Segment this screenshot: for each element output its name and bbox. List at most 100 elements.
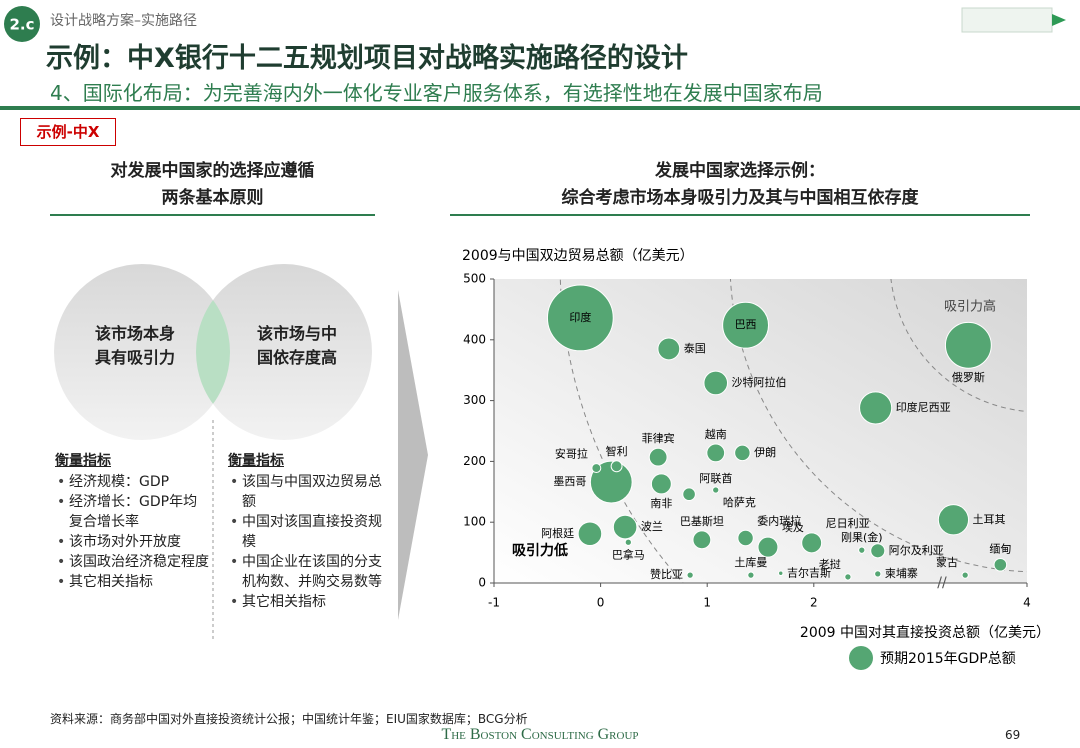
bubble: [577, 521, 603, 547]
metrics: 衡量指标经济规模：GDP经济增长：GDP年均复合增长率该市场对外开放度该国政治经…: [55, 450, 210, 592]
metrics-list: 该国与中国双边贸易总额中国对该国直接投资规模中国企业在该国的分支机构数、并购交易…: [228, 472, 388, 612]
metric-item: 中国企业在该国的分支机构数、并购交易数等: [228, 552, 388, 592]
metric-item: 经济增长：GDP年均复合增长率: [55, 492, 210, 532]
legend-bubble: [849, 646, 873, 670]
y-tick-label: 300: [463, 393, 486, 407]
bubble-label: 吉尔吉斯: [787, 566, 831, 579]
venn-circle: [196, 264, 372, 440]
bubble-label: 阿联酋: [699, 471, 732, 485]
x-tick-label: -1: [488, 596, 500, 610]
section-badge: [4, 6, 40, 42]
bubble-label: 智利: [606, 444, 628, 458]
x-tick-label: 0: [597, 596, 605, 610]
bubble: [858, 546, 866, 554]
metrics-title: 衡量指标: [55, 453, 111, 469]
bubble-label: 安哥拉: [555, 447, 588, 461]
bubble: [844, 573, 852, 581]
source: 资料来源：商务部中国对外直接投资统计公报；中国统计年鉴；EIU国家数据库；BCG…: [50, 712, 528, 726]
bubble: [993, 557, 1008, 572]
bubble-label: 阿尔及利亚: [889, 544, 944, 557]
bubble: [650, 473, 672, 495]
logo-decoration: [961, 7, 1053, 33]
bubble-label: 伊朗: [754, 446, 776, 459]
bubble-label: 埃及: [782, 520, 804, 534]
bubble-label: 巴西: [735, 318, 757, 331]
bubble: [682, 487, 696, 502]
bubble: [874, 570, 882, 578]
bubble-label: 泰国: [684, 341, 706, 355]
bubble: [610, 460, 623, 473]
annotation: 吸引力低: [512, 542, 568, 559]
bubble-label: 土库曼: [734, 556, 767, 569]
heading-line: 对发展中国家的选择应遵循: [110, 161, 315, 181]
x-tick-label: 4: [1023, 596, 1031, 610]
metrics: 衡量指标该国与中国双边贸易总额中国对该国直接投资规模中国企业在该国的分支机构数、…: [228, 450, 388, 612]
bubble: [944, 321, 992, 369]
bubble: [591, 463, 602, 474]
bubble-label: 刚果(金): [841, 530, 883, 544]
x-axis-title: 2009 中国对其直接投资总额（亿美元）: [800, 624, 1050, 641]
heading-line: 发展中国家选择示例：: [655, 161, 825, 181]
bubble-label: 南非: [650, 497, 672, 510]
bubble-label: 柬埔寨: [885, 566, 918, 580]
circle-text: 该市场本身具有吸引力: [94, 324, 175, 367]
venn-circle: [54, 264, 230, 440]
bubble: [778, 570, 784, 576]
bubble: [801, 532, 823, 554]
logo-decoration: [1052, 14, 1066, 26]
subtitle: 4、国际化布局：为完善海内外一体化专业客户服务体系，有选择性地在发展中国家布局: [50, 81, 823, 105]
metric-item: 该国政治经济稳定程度: [55, 552, 210, 572]
legend-label: 预期2015年GDP总额: [880, 651, 1016, 667]
heading-line: 综合考虑市场本身吸引力及其与中国相互依存度: [561, 188, 919, 208]
y-axis-title: 2009与中国双边贸易总额（亿美元）: [462, 248, 694, 264]
tag: 示例-中X: [20, 118, 116, 146]
bubble-label: 印度: [569, 310, 591, 324]
bubble: [686, 571, 694, 579]
bubble-label: 墨西哥: [553, 475, 586, 488]
header-rule: [0, 106, 1080, 110]
annotation: 吸引力高: [944, 299, 996, 315]
bubble-label: 越南: [705, 427, 727, 441]
bubble-label: 土耳其: [973, 513, 1006, 526]
bubble-label: 尼日利亚: [826, 517, 870, 530]
bubble: [737, 529, 754, 547]
bubble: [870, 543, 886, 559]
bubble: [612, 514, 638, 540]
heading-line: 两条基本原则: [161, 188, 264, 208]
bubble-label: 波兰: [641, 520, 663, 533]
bubble-label: 赞比亚: [650, 568, 683, 581]
metric-item: 中国对该国直接投资规模: [228, 512, 388, 552]
bubble: [712, 486, 720, 494]
bubble: [747, 571, 755, 579]
bubble-label: 哈萨克: [723, 496, 756, 509]
bubble-label: 巴拿马: [612, 547, 645, 561]
bubble-label: 印度尼西亚: [896, 400, 951, 414]
bubble: [692, 530, 712, 550]
x-tick-label: 1: [703, 596, 711, 610]
metric-item: 经济规模：GDP: [55, 472, 210, 492]
bubble-label: 沙特阿拉伯: [732, 375, 787, 389]
bubble-label: 巴基斯坦: [680, 514, 724, 528]
y-tick-label: 400: [463, 332, 486, 346]
bubble-label: 缅甸: [989, 541, 1011, 555]
bubble-label: 俄罗斯: [952, 371, 985, 384]
bubble: [706, 443, 726, 463]
logo: The Boston Consulting Group: [441, 726, 639, 743]
title: 示例：中X银行十二五规划项目对战略实施路径的设计: [46, 43, 688, 74]
metric-item: 其它相关指标: [228, 592, 388, 612]
bubble: [757, 536, 779, 558]
bubble: [589, 460, 633, 504]
chart-heading: 发展中国家选择示例： 综合考虑市场本身吸引力及其与中国相互依存度: [450, 158, 1030, 212]
circle-text: 该市场与中国依存度高: [256, 324, 337, 367]
bubble-label: 老挝: [819, 557, 841, 571]
metric-item: 该国与中国双边贸易总额: [228, 472, 388, 512]
bubble: [859, 391, 893, 425]
axis-break: //: [937, 575, 947, 591]
bubble-label: 委内瑞拉: [757, 513, 801, 527]
breadcrumb: 设计战略方案–实施路径: [50, 13, 197, 29]
bubble: [722, 301, 770, 349]
bubble: [937, 504, 970, 536]
